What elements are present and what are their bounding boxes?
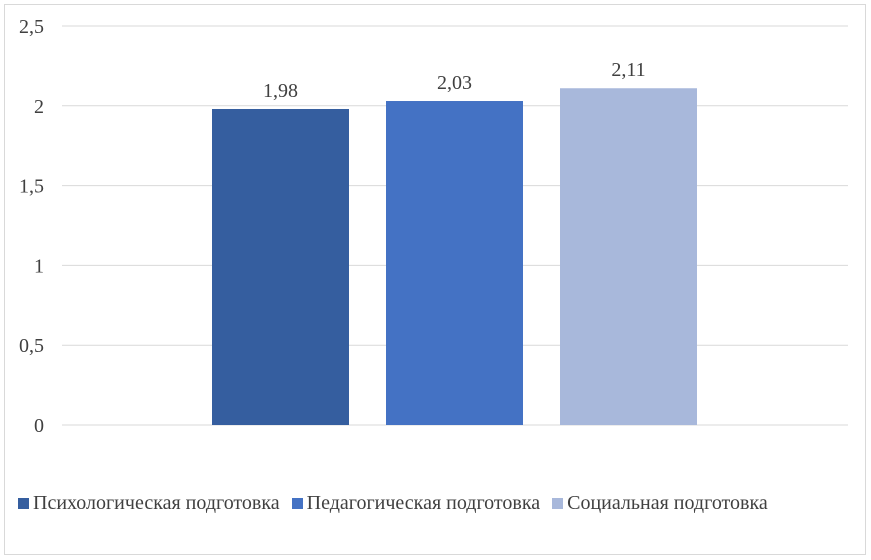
legend-label-social: Социальная подготовка: [567, 492, 768, 514]
y-tick-label: 0,5: [19, 335, 44, 357]
bar-value-label: 2,11: [611, 59, 645, 81]
legend: Психологическая подготовка Педагогическа…: [18, 492, 768, 515]
bar: [560, 88, 697, 425]
y-axis-tick-labels: 0 0,5 1 1,5 2 2,5: [19, 16, 44, 437]
bar: [212, 108, 349, 425]
bar: [386, 101, 523, 426]
bars: [212, 88, 697, 426]
legend-item-psychological: Психологическая подготовка: [18, 492, 280, 515]
legend-label-psychological: Психологическая подготовка: [33, 492, 280, 514]
y-tick-label: 0: [34, 415, 44, 437]
data-labels: 1,98 2,03 2,11: [263, 59, 646, 102]
legend-item-social: Социальная подготовка: [552, 492, 768, 515]
bar-value-label: 1,98: [263, 80, 298, 102]
y-tick-label: 2,5: [19, 16, 44, 38]
bar-value-label: 2,03: [437, 72, 472, 94]
legend-label-pedagogical: Педагогическая подготовка: [306, 492, 541, 514]
legend-swatch-pedagogical: [291, 498, 303, 509]
legend-swatch-psychological: [18, 498, 29, 509]
legend-item-pedagogical: Педагогическая подготовка: [291, 492, 541, 515]
legend-swatch-social: [552, 498, 564, 509]
y-tick-label: 1,5: [19, 176, 44, 198]
y-tick-label: 1: [34, 255, 44, 277]
y-tick-label: 2: [34, 96, 44, 118]
